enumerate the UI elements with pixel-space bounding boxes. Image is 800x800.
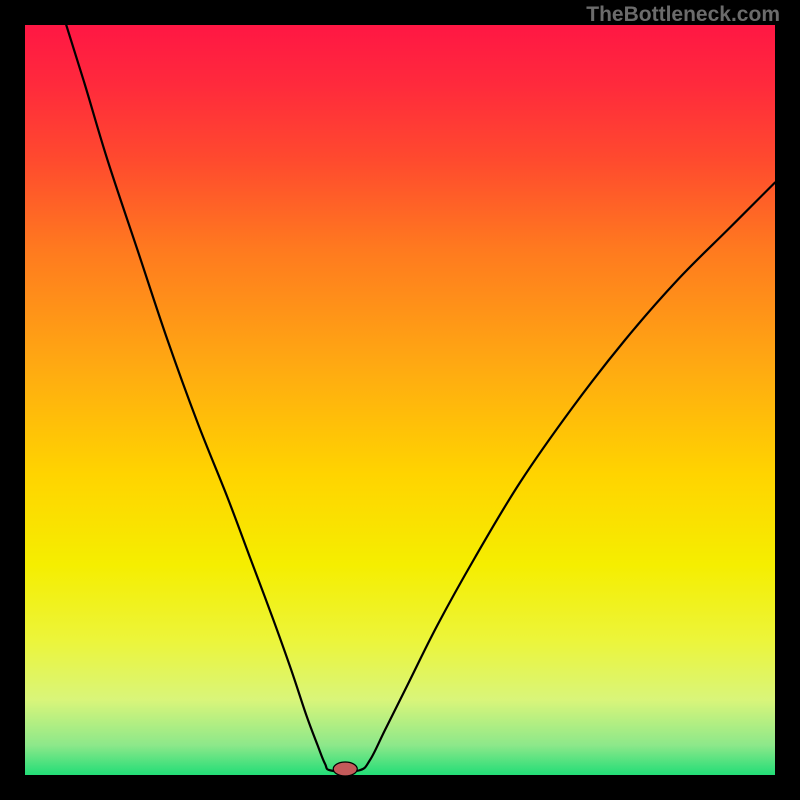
bottleneck-chart <box>0 0 800 800</box>
optimal-marker <box>333 762 357 776</box>
chart-container: TheBottleneck.com <box>0 0 800 800</box>
watermark-text: TheBottleneck.com <box>586 3 780 27</box>
plot-background <box>25 25 775 775</box>
